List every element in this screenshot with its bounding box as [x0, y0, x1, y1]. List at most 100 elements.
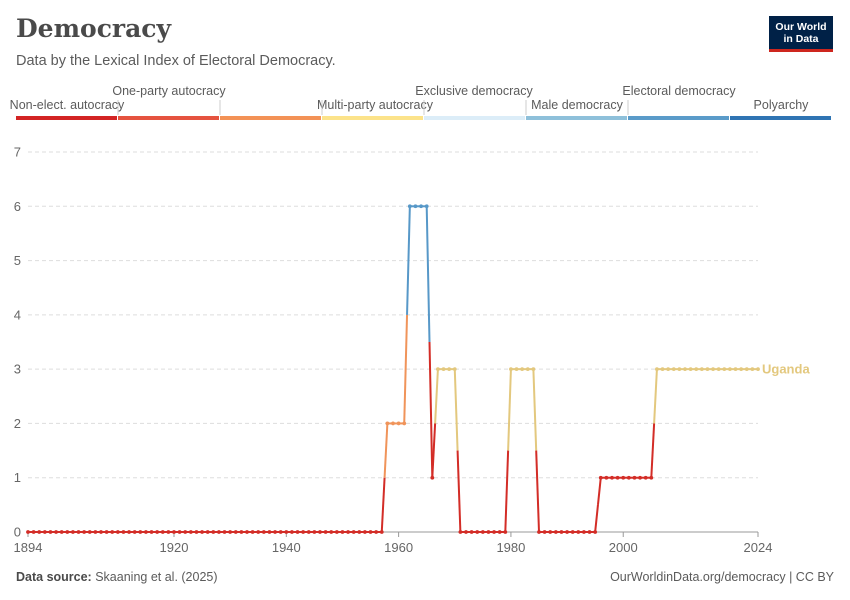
data-point[interactable]	[598, 475, 603, 480]
data-point[interactable]	[37, 530, 42, 534]
data-point[interactable]	[295, 530, 300, 534]
data-point[interactable]	[520, 367, 525, 372]
data-point[interactable]	[559, 530, 564, 534]
data-point[interactable]	[54, 530, 58, 534]
data-point[interactable]	[71, 530, 75, 534]
data-point[interactable]	[587, 530, 592, 534]
data-point[interactable]	[222, 530, 227, 534]
data-point[interactable]	[334, 530, 339, 534]
legend-swatch[interactable]	[730, 116, 831, 120]
data-point[interactable]	[436, 367, 440, 372]
data-point[interactable]	[582, 530, 586, 534]
data-point[interactable]	[239, 530, 244, 534]
data-point[interactable]	[722, 367, 727, 372]
data-point[interactable]	[278, 530, 283, 534]
data-point[interactable]	[121, 530, 126, 534]
data-point[interactable]	[301, 530, 306, 534]
data-point[interactable]	[576, 530, 581, 534]
data-point[interactable]	[593, 530, 598, 534]
legend-swatch[interactable]	[526, 116, 627, 120]
data-point[interactable]	[99, 530, 103, 534]
data-point[interactable]	[357, 530, 362, 534]
data-point[interactable]	[525, 367, 530, 372]
data-point[interactable]	[716, 367, 721, 372]
legend-swatch[interactable]	[118, 116, 219, 120]
data-point[interactable]	[172, 530, 176, 534]
data-point[interactable]	[542, 530, 547, 534]
data-point[interactable]	[93, 530, 98, 534]
data-point[interactable]	[694, 367, 699, 372]
data-point[interactable]	[677, 367, 682, 372]
data-point[interactable]	[188, 530, 193, 534]
data-point[interactable]	[604, 475, 609, 480]
data-point[interactable]	[666, 367, 671, 372]
data-point[interactable]	[59, 530, 64, 534]
data-point[interactable]	[621, 475, 626, 480]
data-point[interactable]	[340, 530, 345, 534]
data-point[interactable]	[323, 530, 328, 534]
data-point[interactable]	[217, 530, 221, 534]
data-point[interactable]	[615, 475, 620, 480]
data-point[interactable]	[267, 530, 272, 534]
data-point[interactable]	[739, 367, 744, 372]
data-point[interactable]	[570, 530, 575, 534]
data-point[interactable]	[87, 530, 92, 534]
data-point[interactable]	[447, 367, 452, 372]
legend-swatch[interactable]	[424, 116, 525, 120]
data-point[interactable]	[402, 421, 407, 426]
data-point[interactable]	[638, 475, 642, 480]
data-point[interactable]	[245, 530, 249, 534]
data-point[interactable]	[750, 367, 755, 372]
data-point[interactable]	[205, 530, 210, 534]
data-point[interactable]	[413, 204, 418, 209]
data-point[interactable]	[486, 530, 491, 534]
legend-swatch[interactable]	[322, 116, 423, 120]
data-point[interactable]	[284, 530, 289, 534]
owid-logo[interactable]: Our World in Data	[769, 16, 833, 52]
data-point[interactable]	[31, 530, 36, 534]
data-point[interactable]	[144, 530, 148, 534]
data-point[interactable]	[419, 204, 423, 209]
series-label-uganda[interactable]: Uganda	[762, 362, 810, 377]
data-point[interactable]	[329, 530, 334, 534]
data-point[interactable]	[42, 530, 47, 534]
data-point[interactable]	[177, 530, 182, 534]
data-point[interactable]	[553, 530, 558, 534]
data-point[interactable]	[655, 367, 659, 372]
data-point[interactable]	[132, 530, 137, 534]
data-point[interactable]	[76, 530, 81, 534]
data-point[interactable]	[492, 530, 496, 534]
data-point[interactable]	[115, 530, 120, 534]
data-point[interactable]	[671, 367, 676, 372]
data-point[interactable]	[233, 530, 238, 534]
data-point[interactable]	[48, 530, 53, 534]
data-point[interactable]	[273, 530, 277, 534]
data-point[interactable]	[138, 530, 143, 534]
data-point[interactable]	[250, 530, 255, 534]
data-point[interactable]	[379, 530, 384, 534]
data-point[interactable]	[211, 530, 216, 534]
data-point[interactable]	[228, 530, 233, 534]
data-point[interactable]	[149, 530, 154, 534]
data-point[interactable]	[711, 367, 715, 372]
data-point[interactable]	[756, 367, 760, 372]
data-point[interactable]	[256, 530, 261, 534]
data-point[interactable]	[548, 530, 553, 534]
data-point[interactable]	[660, 367, 665, 372]
data-point[interactable]	[183, 530, 188, 534]
data-point[interactable]	[104, 530, 109, 534]
data-point[interactable]	[441, 367, 446, 372]
legend-label[interactable]: Polyarchy	[754, 98, 810, 112]
data-point[interactable]	[475, 530, 480, 534]
data-point[interactable]	[452, 367, 457, 372]
legend-label[interactable]: Male democracy	[531, 98, 623, 112]
data-point[interactable]	[318, 530, 322, 534]
data-point[interactable]	[683, 367, 687, 372]
legend-label[interactable]: Non-elect. autocracy	[10, 98, 125, 112]
data-point[interactable]	[469, 530, 474, 534]
data-point[interactable]	[509, 367, 513, 372]
data-point[interactable]	[194, 530, 199, 534]
legend-label[interactable]: Electoral democracy	[622, 84, 736, 98]
data-point[interactable]	[699, 367, 704, 372]
data-point[interactable]	[26, 530, 30, 534]
